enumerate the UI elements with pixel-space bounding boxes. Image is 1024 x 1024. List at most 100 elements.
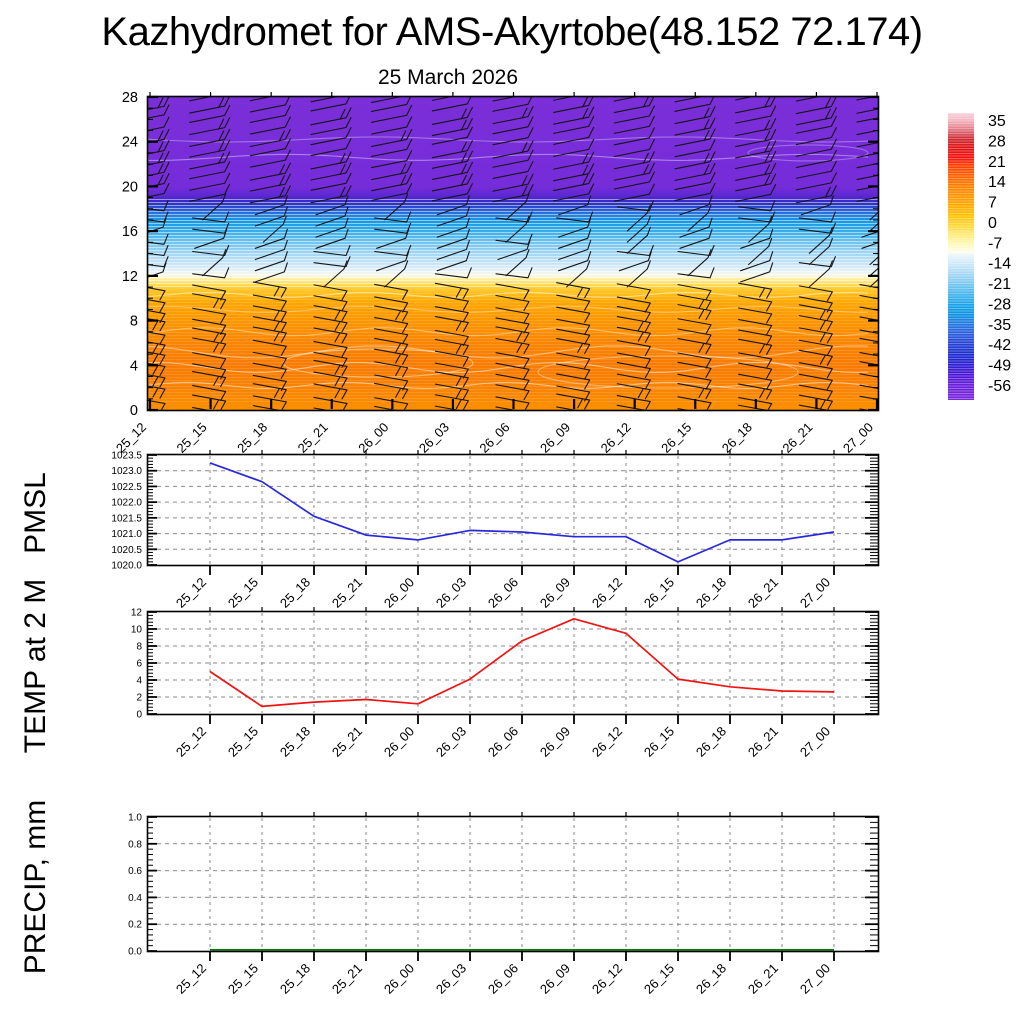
svg-text:26_18: 26_18	[693, 575, 729, 611]
svg-text:0.2: 0.2	[128, 920, 142, 931]
svg-text:-28: -28	[988, 296, 1011, 313]
panel-temp-at-2-m: 0 2 4 6 8 10 12 25_12 25_15 25_18 25_21 26_00 26_03 2…	[131, 607, 880, 760]
wind-barbs	[148, 97, 878, 410]
svg-text:-35: -35	[988, 317, 1011, 334]
svg-text:1022.5: 1022.5	[111, 482, 142, 493]
svg-text:26_15: 26_15	[641, 961, 677, 997]
svg-text:26_09: 26_09	[537, 961, 573, 997]
svg-text:8: 8	[130, 314, 138, 330]
panel-pmsl: 1020.0 1020.5 1021.0 1021.5 1022.0 1022.5 1023…	[111, 450, 880, 611]
svg-text:26_21: 26_21	[745, 724, 781, 760]
svg-text:12: 12	[131, 608, 143, 619]
svg-text:26_03: 26_03	[433, 961, 469, 997]
svg-text:1023.0: 1023.0	[111, 466, 142, 477]
svg-text:27_00: 27_00	[797, 575, 833, 611]
svg-text:25_18: 25_18	[277, 724, 313, 760]
svg-text:0.0: 0.0	[128, 947, 142, 958]
colorbar-bands-texture	[948, 113, 974, 400]
svg-text:28: 28	[122, 90, 138, 106]
svg-text:0.6: 0.6	[128, 866, 142, 877]
svg-text:26_12: 26_12	[598, 420, 634, 456]
svg-text:25_12: 25_12	[173, 961, 209, 997]
svg-text:26_09: 26_09	[537, 420, 573, 456]
svg-text:21: 21	[988, 154, 1006, 171]
svg-text:25_21: 25_21	[329, 575, 365, 611]
svg-text:26_06: 26_06	[485, 575, 521, 611]
svg-text:26_00: 26_00	[381, 724, 417, 760]
svg-text:25_15: 25_15	[225, 724, 261, 760]
svg-text:25_21: 25_21	[329, 961, 365, 997]
svg-text:1.0: 1.0	[128, 813, 142, 824]
svg-text:-7: -7	[988, 235, 1002, 252]
svg-text:14: 14	[988, 174, 1006, 191]
svg-text:0.8: 0.8	[128, 839, 142, 850]
svg-text:27_00: 27_00	[797, 724, 833, 760]
page-title: Kazhydromet for AMS-Akyrtobe(48.152 72.1…	[101, 10, 923, 54]
temperature-colorbar	[948, 113, 974, 400]
svg-text:6: 6	[136, 659, 142, 670]
svg-text:26_15: 26_15	[641, 575, 677, 611]
svg-text:8: 8	[136, 642, 142, 653]
svg-text:10: 10	[131, 625, 143, 636]
svg-text:26_03: 26_03	[433, 724, 469, 760]
svg-text:25_18: 25_18	[277, 961, 313, 997]
svg-text:0: 0	[988, 215, 997, 232]
svg-text:26_12: 26_12	[589, 724, 625, 760]
svg-text:26_09: 26_09	[537, 575, 573, 611]
svg-text:26_21: 26_21	[745, 575, 781, 611]
svg-text:26_03: 26_03	[416, 420, 452, 456]
svg-text:26_18: 26_18	[693, 961, 729, 997]
svg-text:26_09: 26_09	[537, 724, 573, 760]
svg-text:-14: -14	[988, 256, 1011, 273]
svg-text:26_12: 26_12	[589, 575, 625, 611]
svg-text:-56: -56	[988, 378, 1011, 395]
chart-date-subtitle: 25 March 2026	[377, 66, 519, 89]
svg-text:26_18: 26_18	[693, 724, 729, 760]
svg-text:-42: -42	[988, 337, 1011, 354]
svg-text:25_12: 25_12	[173, 724, 209, 760]
svg-text:1020.5: 1020.5	[111, 545, 142, 556]
svg-text:1020.0: 1020.0	[111, 561, 142, 572]
series-line-pmsl	[209, 462, 835, 563]
svg-text:26_21: 26_21	[745, 961, 781, 997]
svg-text:0.4: 0.4	[128, 893, 142, 904]
svg-text:1021.0: 1021.0	[111, 529, 142, 540]
svg-text:26_06: 26_06	[476, 420, 512, 456]
svg-text:1023.5: 1023.5	[111, 451, 142, 462]
svg-text:25_18: 25_18	[277, 575, 313, 611]
panel-precip-mm: 0.0 0.2 0.4 0.6 0.8 1.0 25_12 25_15 25_18 25_21 26…	[128, 812, 880, 997]
svg-text:0: 0	[130, 403, 138, 419]
svg-text:26_00: 26_00	[381, 961, 417, 997]
svg-text:24: 24	[122, 135, 138, 151]
colorbar-tick-labels: 35 28 21 14 7 0 -7 -14 -21 -28 -35 -42 -49 -56	[988, 113, 1011, 395]
svg-text:28: 28	[988, 133, 1006, 150]
svg-text:4: 4	[136, 676, 142, 687]
svg-text:26_12: 26_12	[589, 961, 625, 997]
svg-text:1022.0: 1022.0	[111, 498, 142, 509]
svg-text:0: 0	[136, 710, 142, 721]
svg-text:35: 35	[988, 113, 1006, 130]
svg-text:25_12: 25_12	[173, 575, 209, 611]
svg-text:25_15: 25_15	[225, 575, 261, 611]
svg-text:26_21: 26_21	[779, 420, 815, 456]
series-line-temp-at-2-m	[209, 617, 835, 708]
svg-text:27_00: 27_00	[840, 420, 876, 456]
svg-text:-21: -21	[988, 276, 1011, 293]
svg-text:-49: -49	[988, 358, 1011, 375]
svg-text:4: 4	[130, 358, 138, 374]
svg-text:25_15: 25_15	[225, 961, 261, 997]
svg-text:20: 20	[122, 179, 138, 195]
svg-text:12: 12	[122, 269, 138, 285]
svg-text:26_15: 26_15	[658, 420, 694, 456]
svg-text:26_06: 26_06	[485, 961, 521, 997]
svg-text:2: 2	[136, 693, 142, 704]
svg-text:26_15: 26_15	[641, 724, 677, 760]
svg-text:26_18: 26_18	[719, 420, 755, 456]
svg-text:26_03: 26_03	[433, 575, 469, 611]
svg-text:25_21: 25_21	[329, 724, 365, 760]
svg-text:16: 16	[122, 224, 138, 240]
svg-text:26_00: 26_00	[355, 420, 391, 456]
